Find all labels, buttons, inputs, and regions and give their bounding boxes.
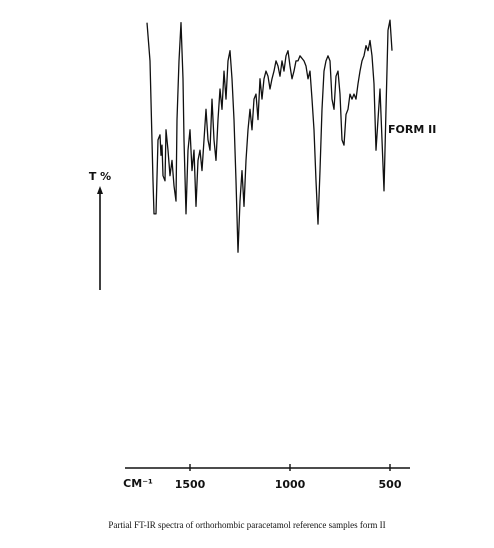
spectrum-line	[146, 19, 393, 253]
y-arrow-head	[97, 186, 103, 194]
x-tick-label: 500	[379, 478, 402, 491]
x-label: CM⁻¹	[123, 477, 153, 490]
x-tick-label: 1500	[175, 478, 206, 491]
y-label: T %	[89, 170, 111, 183]
x-tick-label: 1000	[275, 478, 306, 491]
caption: Partial FT-IR spectra of orthorhombic pa…	[108, 520, 385, 530]
annotation: FORM II	[388, 123, 436, 136]
